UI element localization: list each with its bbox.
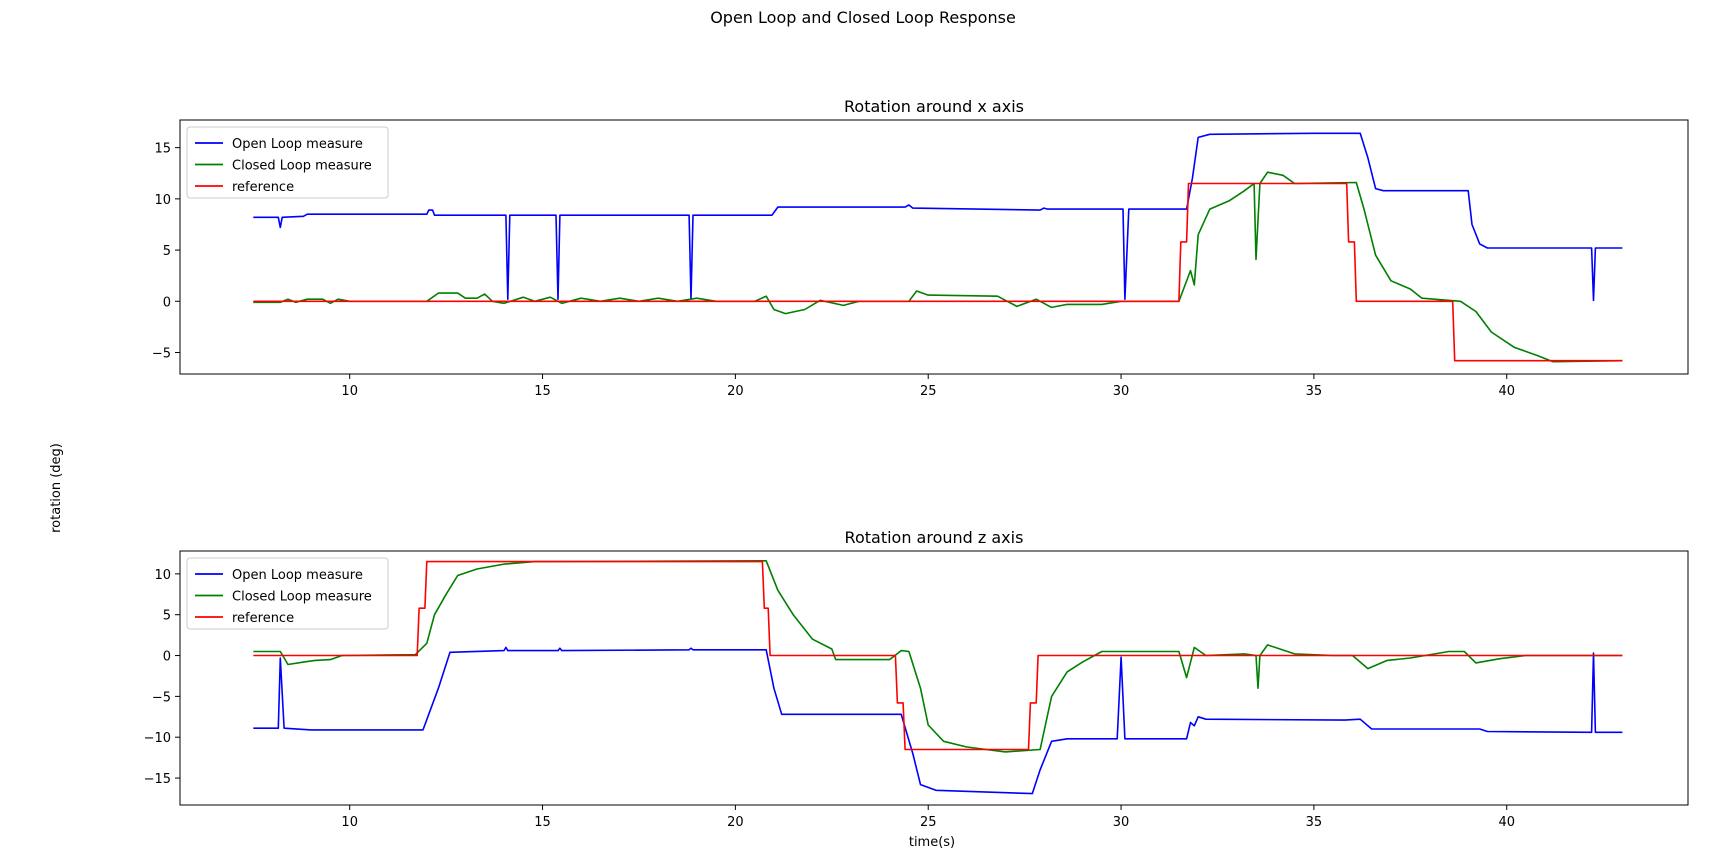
y-tick-label: 10 [154, 568, 171, 583]
series-line-open-loop-measure [253, 646, 1623, 795]
chart-title: Rotation around z axis [845, 528, 1024, 547]
x-tick-label: 35 [1306, 815, 1323, 830]
y-tick-label: 0 [163, 295, 171, 310]
legend-box [186, 557, 389, 630]
series-line-reference [253, 560, 1623, 751]
x-tick-label: 20 [727, 815, 744, 830]
series-line-closed-loop-measure [253, 560, 1623, 753]
legend: Open Loop measure Closed Loop measure refe… [186, 126, 389, 199]
x-tick-label: 30 [1113, 384, 1130, 399]
series-line-reference [253, 182, 1623, 362]
y-tick-label: 5 [163, 244, 171, 259]
y-tick-label: −15 [144, 772, 171, 787]
plot-frame [179, 550, 1689, 806]
legend-label: Closed Loop measure [232, 590, 372, 605]
x-tick-label: 15 [534, 815, 551, 830]
x-tick-label: 25 [920, 384, 937, 399]
plot-frame [179, 119, 1689, 375]
x-tick-label: 10 [341, 815, 358, 830]
x-rotation-chart: Rotation around x axis 10 15 20 25 30 35 40 −5 0 5… [152, 97, 1689, 399]
y-tick-label: 0 [163, 650, 171, 665]
shared-y-axis-label: rotation (deg) [49, 443, 64, 533]
legend-label: Open Loop measure [232, 568, 363, 583]
x-tick-label: 25 [920, 815, 937, 830]
y-tick-label: −5 [152, 346, 171, 361]
x-tick-label: 40 [1498, 815, 1515, 830]
x-tick-label: 35 [1306, 384, 1323, 399]
x-tick-label: 20 [727, 384, 744, 399]
legend-label: reference [232, 180, 294, 195]
series-line-open-loop-measure [253, 132, 1623, 302]
legend-label: Open Loop measure [232, 137, 363, 152]
y-tick-label: 15 [154, 142, 171, 157]
chart-title: Rotation around x axis [844, 97, 1024, 116]
legend-label: Closed Loop measure [232, 159, 372, 174]
shared-x-axis-label: time(s) [909, 835, 955, 850]
z-rotation-chart: Rotation around z axis 10 15 20 25 30 35 40 −15 −… [144, 528, 1689, 830]
series-line-closed-loop-measure [253, 171, 1623, 363]
x-tick-label: 30 [1113, 815, 1130, 830]
legend-label: reference [232, 611, 294, 626]
y-tick-label: −10 [144, 731, 171, 746]
figure-title: Open Loop and Closed Loop Response [710, 8, 1016, 27]
y-tick-label: 5 [163, 609, 171, 624]
y-tick-label: 10 [154, 193, 171, 208]
y-tick-label: −5 [152, 690, 171, 705]
legend-box [186, 126, 389, 199]
x-tick-label: 15 [534, 384, 551, 399]
x-tick-label: 10 [341, 384, 358, 399]
legend: Open Loop measure Closed Loop measure refe… [186, 557, 389, 630]
x-tick-label: 40 [1498, 384, 1515, 399]
